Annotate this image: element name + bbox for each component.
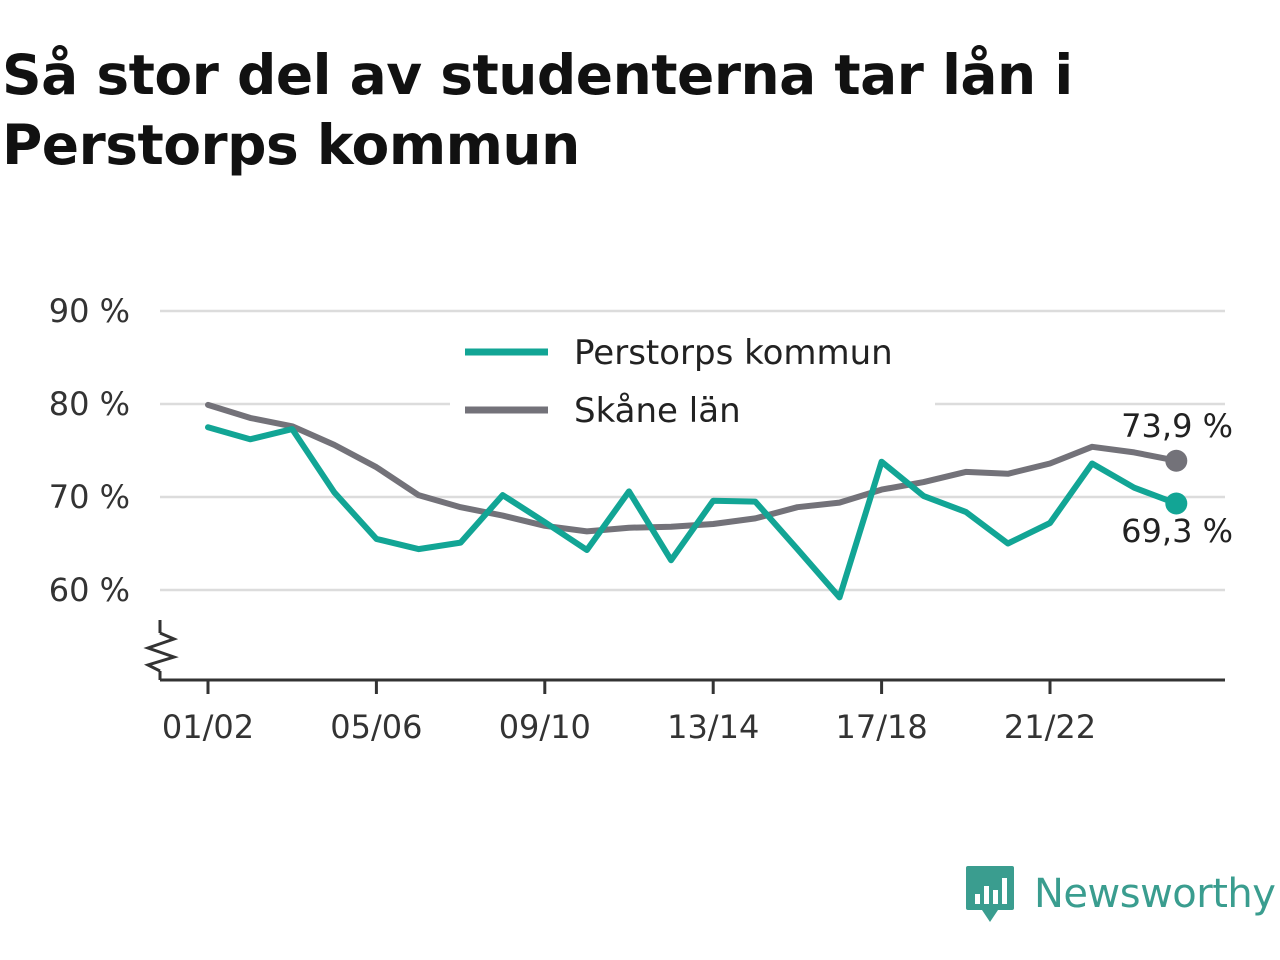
newsworthy-brand: Newsworthy (964, 862, 1276, 926)
series-lines (205, 401, 1188, 601)
x-tick-label: 05/06 (330, 708, 422, 746)
x-tick-label: 13/14 (667, 708, 759, 746)
x-tick-label: 01/02 (162, 708, 254, 746)
y-axis-break-icon (143, 631, 179, 673)
axes (143, 620, 1225, 682)
y-axis-tick-labels: 60 % 70 % 80 % 90 % (49, 292, 130, 609)
y-tick-label: 90 % (49, 292, 130, 330)
y-tick-label: 60 % (49, 571, 130, 609)
x-tick-label: 21/22 (1004, 708, 1096, 746)
series-end-point (1165, 492, 1188, 515)
series-end-label: 73,9 % (1121, 407, 1233, 445)
x-axis-ticks: 01/02 05/06 09/10 13/14 17/18 21/22 (162, 680, 1096, 746)
series-end-point (1165, 449, 1188, 472)
legend-background (450, 318, 935, 443)
legend: Perstorps kommun Skåne län (450, 318, 935, 443)
legend-label: Perstorps kommun (574, 333, 893, 373)
y-tick-label: 80 % (49, 385, 130, 423)
legend-label: Skåne län (574, 391, 741, 431)
y-tick-label: 70 % (49, 478, 130, 516)
series-end-label: 69,3 % (1121, 512, 1233, 550)
x-tick-label: 09/10 (499, 708, 591, 746)
newsworthy-logo-icon (966, 866, 1014, 922)
end-labels: 69,3 % 73,9 % (1121, 407, 1233, 550)
series-line (205, 424, 1180, 601)
brand-name: Newsworthy (1034, 871, 1276, 917)
chart-title: Så stor del av studenterna tar lån i Per… (2, 43, 1073, 177)
x-tick-label: 17/18 (835, 708, 927, 746)
